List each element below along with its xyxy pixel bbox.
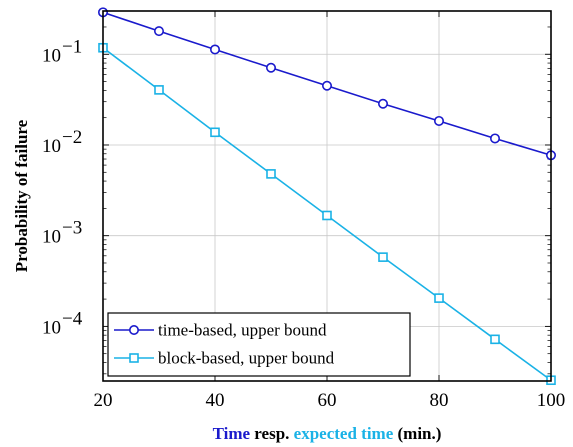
data-point bbox=[266, 169, 276, 179]
y-tick-exponent: −3 bbox=[62, 218, 82, 239]
y-tick-labels: 10−110−210−310−4 bbox=[42, 36, 83, 338]
x-tick-label: 40 bbox=[206, 390, 225, 411]
x-label-part-4: (min.) bbox=[393, 424, 441, 443]
plot-frame bbox=[102, 10, 552, 382]
x-label-part-2: resp. bbox=[250, 424, 294, 443]
data-point bbox=[154, 26, 165, 37]
legend-entry-2: block-based, upper bound bbox=[114, 349, 335, 368]
y-tick-label: 10 bbox=[42, 317, 61, 338]
data-point bbox=[265, 62, 276, 73]
y-tick-label: 10 bbox=[42, 45, 61, 66]
x-tick-label: 100 bbox=[537, 390, 566, 411]
x-tick-label: 80 bbox=[430, 390, 449, 411]
data-point bbox=[378, 252, 388, 262]
data-point bbox=[377, 98, 388, 109]
data-point bbox=[321, 80, 332, 91]
legend-label: block-based, upper bound bbox=[158, 349, 335, 368]
data-point bbox=[489, 133, 500, 144]
data-point bbox=[322, 210, 332, 221]
legend-marker bbox=[129, 353, 139, 363]
legend-label: time-based, upper bound bbox=[158, 321, 327, 340]
data-point bbox=[154, 85, 164, 95]
legend: time-based, upper bound block-based, uppe… bbox=[107, 312, 411, 377]
legend-box bbox=[107, 312, 411, 377]
y-axis-label: Probability of failure bbox=[12, 119, 31, 272]
data-point bbox=[210, 127, 220, 138]
legend-marker bbox=[129, 324, 140, 335]
legend-entry-1: time-based, upper bound bbox=[114, 321, 327, 340]
series-2 bbox=[98, 42, 556, 386]
y-tick-label: 10 bbox=[42, 136, 61, 157]
x-tick-label: 60 bbox=[318, 390, 337, 411]
data-point bbox=[210, 44, 221, 55]
data-point bbox=[490, 334, 500, 345]
y-tick-exponent: −2 bbox=[62, 127, 82, 148]
x-axis-label: Time resp. expected time (min.) bbox=[213, 424, 442, 443]
x-tick-labels: 20 40 60 80 100 bbox=[94, 390, 566, 411]
x-tick-label: 20 bbox=[94, 390, 113, 411]
data-point bbox=[434, 293, 444, 303]
y-tick-exponent: −4 bbox=[62, 308, 83, 329]
x-label-part-3: expected time bbox=[294, 424, 394, 443]
data-point bbox=[433, 115, 444, 126]
y-tick-label: 10 bbox=[42, 227, 61, 248]
y-tick-exponent: −1 bbox=[62, 36, 82, 57]
x-label-part-1: Time bbox=[213, 424, 251, 443]
